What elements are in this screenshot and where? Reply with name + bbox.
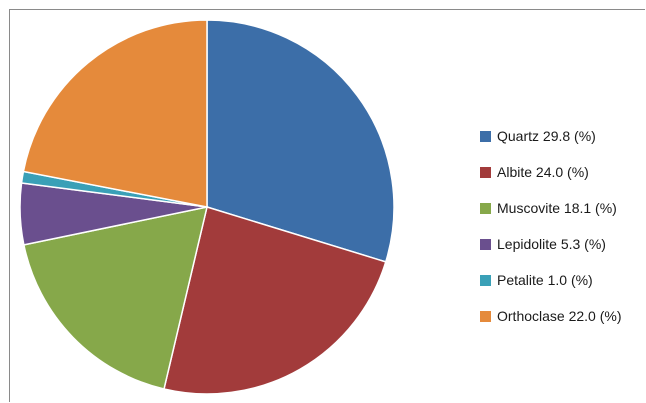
legend-label: Quartz 29.8 (%) <box>497 128 596 144</box>
legend-label: Albite 24.0 (%) <box>497 164 589 180</box>
legend-label: Muscovite 18.1 (%) <box>497 200 617 216</box>
legend-swatch <box>480 202 491 214</box>
legend-item-albite: Albite 24.0 (%) <box>480 154 622 190</box>
pie-chart <box>19 19 395 395</box>
legend-item-petalite: Petalite 1.0 (%) <box>480 262 622 298</box>
chart-frame: Quartz 29.8 (%) Albite 24.0 (%) Muscovite … <box>9 9 645 402</box>
chart-legend: Quartz 29.8 (%) Albite 24.0 (%) Muscovite … <box>480 118 622 334</box>
legend-item-quartz: Quartz 29.8 (%) <box>480 118 622 154</box>
legend-label: Lepidolite 5.3 (%) <box>497 236 606 252</box>
legend-swatch <box>480 238 491 250</box>
legend-item-muscovite: Muscovite 18.1 (%) <box>480 190 622 226</box>
pie-slice-quartz <box>206 19 395 263</box>
pie-slice-albite <box>163 206 387 395</box>
pie-slice-muscovite <box>22 206 209 390</box>
legend-item-orthoclase: Orthoclase 22.0 (%) <box>480 298 622 334</box>
legend-swatch <box>480 166 491 178</box>
legend-item-lepidolite: Lepidolite 5.3 (%) <box>480 226 622 262</box>
legend-label: Orthoclase 22.0 (%) <box>497 308 622 324</box>
legend-swatch <box>480 274 491 286</box>
legend-swatch <box>480 310 491 322</box>
legend-label: Petalite 1.0 (%) <box>497 272 593 288</box>
legend-swatch <box>480 130 491 142</box>
pie-slice-orthoclase <box>22 19 208 208</box>
